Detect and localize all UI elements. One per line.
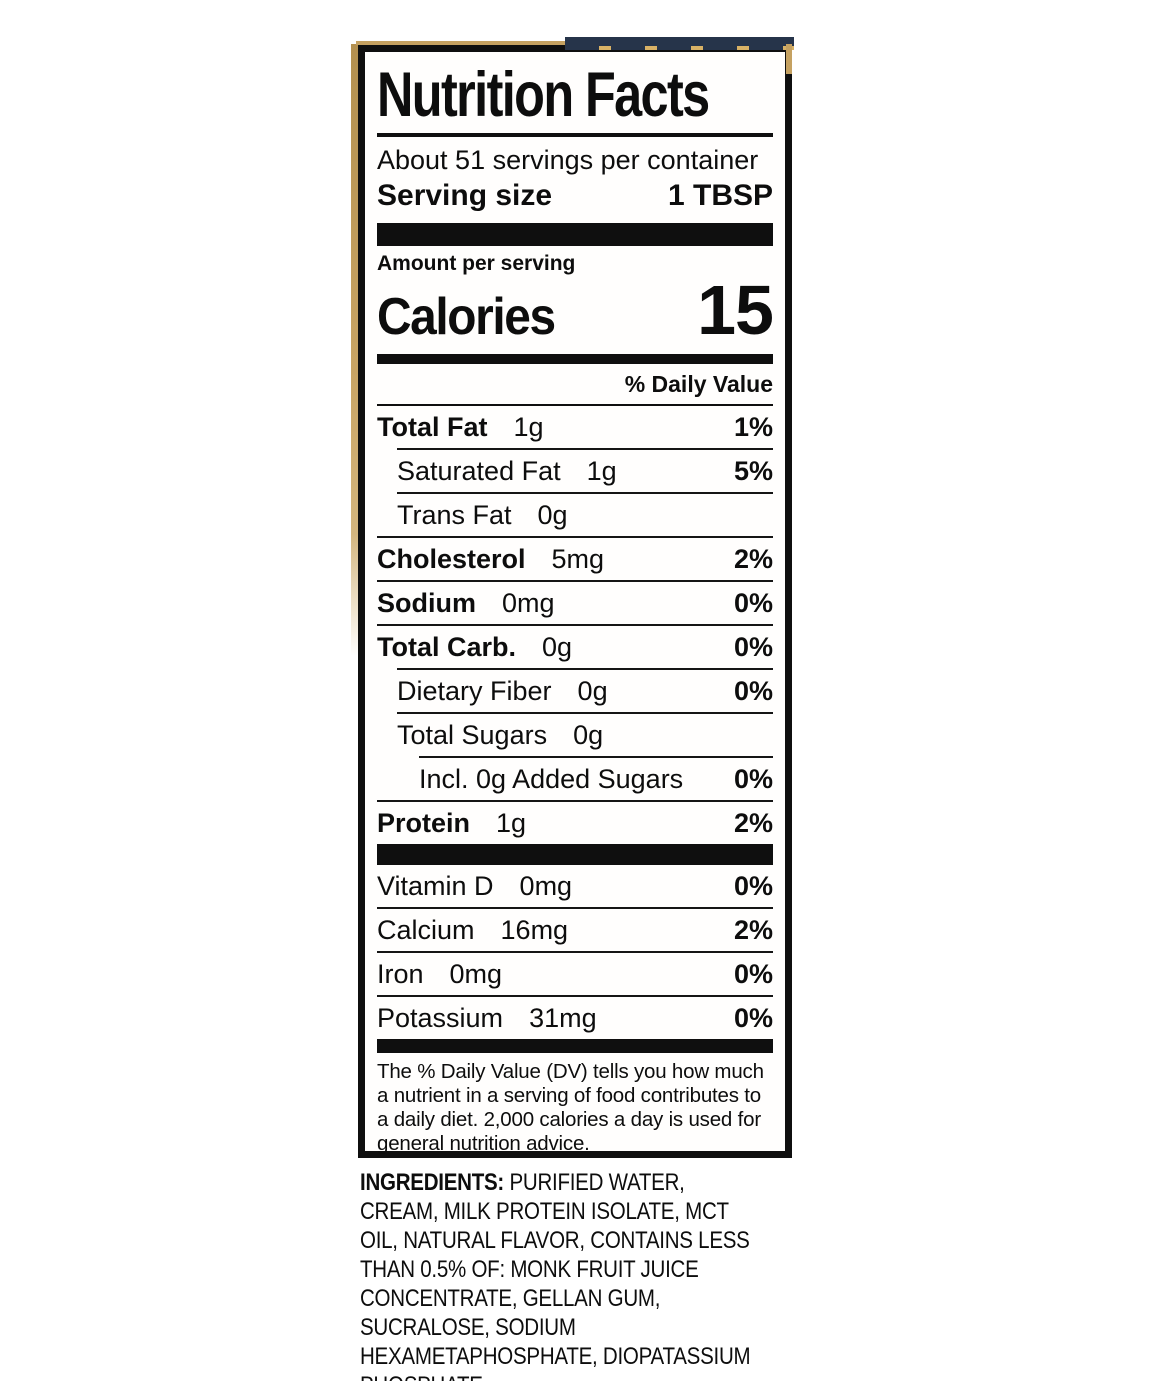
nutrient-amount: 1g xyxy=(496,808,527,838)
nutrient-row: Trans Fat 0g xyxy=(397,492,773,536)
gold-dashes-decoration xyxy=(565,46,794,50)
micronutrient-name: Vitamin D xyxy=(377,871,494,901)
nutrient-row: Sodium 0mg 0% xyxy=(377,580,773,624)
nutrient-daily-value: 0% xyxy=(733,588,773,618)
small-divider-bar xyxy=(377,1039,773,1053)
thick-divider-bar xyxy=(377,844,773,865)
nutrient-name: Dietary Fiber xyxy=(397,676,552,706)
nutrient-row: Total Fat 1g 1% xyxy=(377,406,773,448)
amount-per-serving-label: Amount per serving xyxy=(377,252,576,275)
nutrient-name: Total Fat xyxy=(377,412,488,442)
nutrient-row: Total Carb. 0g 0% xyxy=(377,624,773,668)
nutrient-daily-value: 0% xyxy=(733,632,773,662)
title-divider xyxy=(377,133,773,137)
micronutrient-row: Calcium 16mg 2% xyxy=(377,907,773,951)
nutrient-name: Trans Fat xyxy=(397,500,512,530)
daily-value-header: % Daily Value xyxy=(377,364,773,406)
nutrient-row: Protein 1g 2% xyxy=(377,800,773,844)
nutrient-daily-value: 1% xyxy=(733,412,773,442)
nutrient-row: Saturated Fat 1g 5% xyxy=(397,448,773,492)
micronutrient-daily-value: 0% xyxy=(733,871,773,901)
nutrient-amount: 0g xyxy=(577,676,608,706)
nutrient-name: Protein xyxy=(377,808,471,838)
servings-per-container: About 51 servings per container xyxy=(377,145,759,175)
nutrient-amount: 1g xyxy=(586,456,617,486)
gold-corner-decoration xyxy=(786,44,792,74)
nutrient-name: Total Sugars xyxy=(397,720,548,750)
ingredients-list: PURIFIED WATER, CREAM, MILK PROTEIN ISOL… xyxy=(360,1169,751,1381)
nutrient-daily-value: 5% xyxy=(733,456,773,486)
nutrient-amount: 0g xyxy=(537,500,568,530)
micronutrient-daily-value: 0% xyxy=(733,1003,773,1033)
nutrition-facts-title: Nutrition Facts xyxy=(377,60,710,130)
nutrient-amount: 5mg xyxy=(551,544,605,574)
daily-value-footnote: The % Daily Value (DV) tells you how muc… xyxy=(377,1060,764,1155)
micronutrient-name: Iron xyxy=(377,959,424,989)
nutrient-daily-value: 2% xyxy=(733,808,773,838)
nutrient-row: Total Sugars 0g xyxy=(397,712,773,756)
ingredients-section: INGREDIENTS: PURIFIED WATER, CREAM, MILK… xyxy=(360,1168,762,1381)
micronutrient-amount: 0mg xyxy=(449,959,503,989)
ingredients-statement: INGREDIENTS: PURIFIED WATER, CREAM, MILK… xyxy=(360,1168,762,1381)
nutrient-amount: 1g xyxy=(513,412,544,442)
ingredients-heading: INGREDIENTS: xyxy=(360,1169,505,1196)
nutrient-name: Saturated Fat xyxy=(397,456,561,486)
nutrient-amount: 0g xyxy=(542,632,573,662)
nutrient-name: Sodium xyxy=(377,588,476,618)
nutrient-rows: Total Fat 1g 1% Saturated Fat 1g 5% Tran… xyxy=(377,406,773,844)
micronutrient-rows: Vitamin D 0mg 0% Calcium 16mg 2% Iron 0m… xyxy=(377,865,773,1039)
nutrient-daily-value: 0% xyxy=(733,764,773,794)
micronutrient-amount: 31mg xyxy=(529,1003,597,1033)
micronutrient-row: Iron 0mg 0% xyxy=(377,951,773,995)
micronutrient-amount: 0mg xyxy=(519,871,573,901)
micronutrient-name: Potassium xyxy=(377,1003,504,1033)
calories-label: Calories xyxy=(377,288,556,346)
micronutrient-row: Vitamin D 0mg 0% xyxy=(377,865,773,907)
nutrient-name: Incl. 0g Added Sugars xyxy=(419,764,684,794)
nutrient-row: Incl. 0g Added Sugars 0% xyxy=(419,756,773,800)
gold-stripe-decoration xyxy=(351,44,358,656)
serving-size-value: 1 TBSP xyxy=(667,179,773,212)
nutrient-amount: 0g xyxy=(573,720,604,750)
nutrient-row: Dietary Fiber 0g 0% xyxy=(397,668,773,712)
serving-size-label: Serving size xyxy=(377,179,553,212)
nutrition-facts-panel: Nutrition Facts About 51 servings per co… xyxy=(358,45,792,1158)
micronutrient-name: Calcium xyxy=(377,915,475,945)
micronutrient-daily-value: 2% xyxy=(733,915,773,945)
thick-divider-bar xyxy=(377,223,773,246)
navy-band-decoration xyxy=(565,37,794,50)
calories-value: 15 xyxy=(697,271,774,349)
nutrient-row: Cholesterol 5mg 2% xyxy=(377,536,773,580)
micronutrient-amount: 16mg xyxy=(500,915,569,945)
nutrient-daily-value: 2% xyxy=(733,544,773,574)
nutrient-name: Cholesterol xyxy=(377,544,526,574)
micronutrient-daily-value: 0% xyxy=(733,959,773,989)
serving-size-row: Serving size 1 TBSP xyxy=(377,176,773,223)
nutrient-amount: 0mg xyxy=(502,588,555,618)
calories-row: Calories 15 xyxy=(377,270,774,354)
nutrient-name: Total Carb. xyxy=(377,632,517,662)
gold-line-decoration xyxy=(356,41,568,45)
nutrient-daily-value: 0% xyxy=(733,676,773,706)
medium-divider-bar xyxy=(377,354,773,364)
micronutrient-row: Potassium 31mg 0% xyxy=(377,995,773,1039)
